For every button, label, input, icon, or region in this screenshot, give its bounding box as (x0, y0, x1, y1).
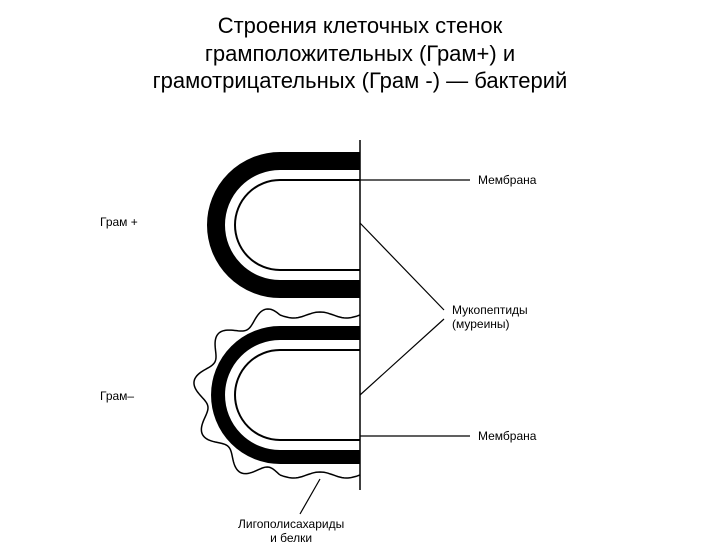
lipopolysaccharides-label: Лигополисахариды и белки (238, 517, 344, 545)
mucopeptides-label: Мукопептиды (муреины) (452, 303, 528, 331)
mucopeptides-line2: (муреины) (452, 317, 510, 331)
lipo-line1: Лигополисахариды (238, 517, 344, 531)
lipo-line2: и белки (270, 531, 312, 545)
page-title: Строения клеточных стенок грамположитель… (0, 0, 720, 95)
membrane-top-label: Мембрана (478, 173, 536, 187)
gram-plus-label: Грам + (100, 215, 138, 229)
title-line-3: грамотрицательных (Грам -) — бактерий (153, 68, 568, 93)
title-line-1: Строения клеточных стенок (218, 13, 503, 38)
title-line-2: грамположительных (Грам+) и (205, 41, 515, 66)
diagram-svg (0, 95, 720, 555)
gram-minus-label: Грам– (100, 389, 134, 403)
diagram-canvas: Грам + Грам– Мембрана Мембрана Мукопепти… (0, 95, 720, 555)
mucopeptides-line1: Мукопептиды (452, 303, 528, 317)
membrane-bottom-label: Мембрана (478, 429, 536, 443)
